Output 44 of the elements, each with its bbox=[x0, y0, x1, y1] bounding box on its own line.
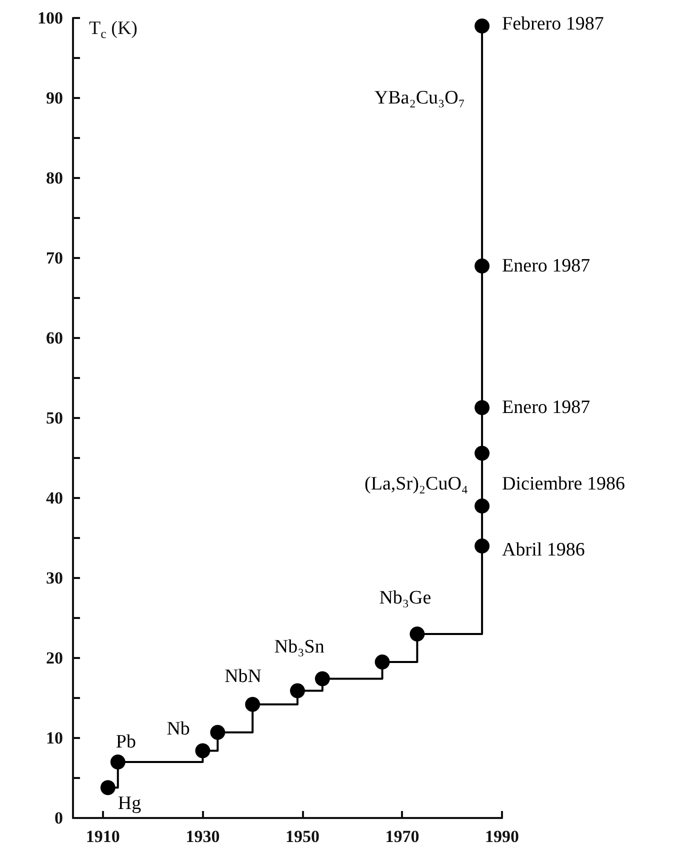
annotation: Hg bbox=[118, 793, 142, 814]
y-tick-label: 40 bbox=[46, 488, 63, 508]
annotation: Abril 1986 bbox=[502, 540, 585, 560]
annotation: NbN bbox=[224, 666, 262, 687]
point bbox=[474, 538, 490, 554]
y-tick-label: 90 bbox=[46, 88, 63, 108]
annotation: Enero 1987 bbox=[502, 256, 590, 276]
point bbox=[410, 626, 425, 642]
annotation: Febrero 1987 bbox=[502, 14, 604, 34]
point bbox=[474, 400, 490, 416]
y-tick-label: 100 bbox=[38, 8, 63, 28]
point bbox=[245, 696, 260, 712]
y-tick-label: 80 bbox=[46, 168, 63, 188]
y-tick-label: 10 bbox=[46, 728, 63, 748]
x-tick-label: 1990 bbox=[485, 827, 519, 846]
y-tick-label: 70 bbox=[46, 248, 63, 268]
y-tick-label: 60 bbox=[46, 328, 63, 348]
annotation: Pb bbox=[116, 732, 136, 752]
x-tick-label: 1970 bbox=[385, 827, 420, 846]
annotation: Diciembre 1986 bbox=[502, 474, 625, 494]
point bbox=[195, 743, 210, 758]
annotation: Nb₃Sn bbox=[274, 636, 325, 658]
point bbox=[474, 498, 490, 514]
annotation: YBa₂Cu₃O₇ bbox=[374, 88, 465, 108]
y-tick-label: 0 bbox=[54, 808, 63, 828]
annotation: (La,Sr)₂CuO₄ bbox=[364, 474, 468, 494]
point bbox=[110, 754, 126, 770]
x-tick-label: 1950 bbox=[285, 827, 320, 846]
point bbox=[474, 18, 490, 34]
point bbox=[474, 258, 490, 274]
point bbox=[290, 683, 305, 698]
point bbox=[474, 446, 490, 461]
y-tick-label: 50 bbox=[46, 408, 63, 428]
point bbox=[374, 654, 390, 670]
x-tick-label: 1930 bbox=[186, 827, 220, 846]
point bbox=[314, 671, 330, 686]
x-tick-label: 1910 bbox=[86, 827, 120, 846]
annotation: Nb₃Ge bbox=[379, 588, 432, 608]
y-tick-label: 20 bbox=[46, 648, 63, 668]
annotation: Nb bbox=[166, 718, 190, 740]
point bbox=[210, 724, 226, 740]
annotation: Enero 1987 bbox=[502, 397, 590, 418]
y-tick-label: 30 bbox=[46, 568, 63, 588]
point bbox=[100, 780, 116, 796]
